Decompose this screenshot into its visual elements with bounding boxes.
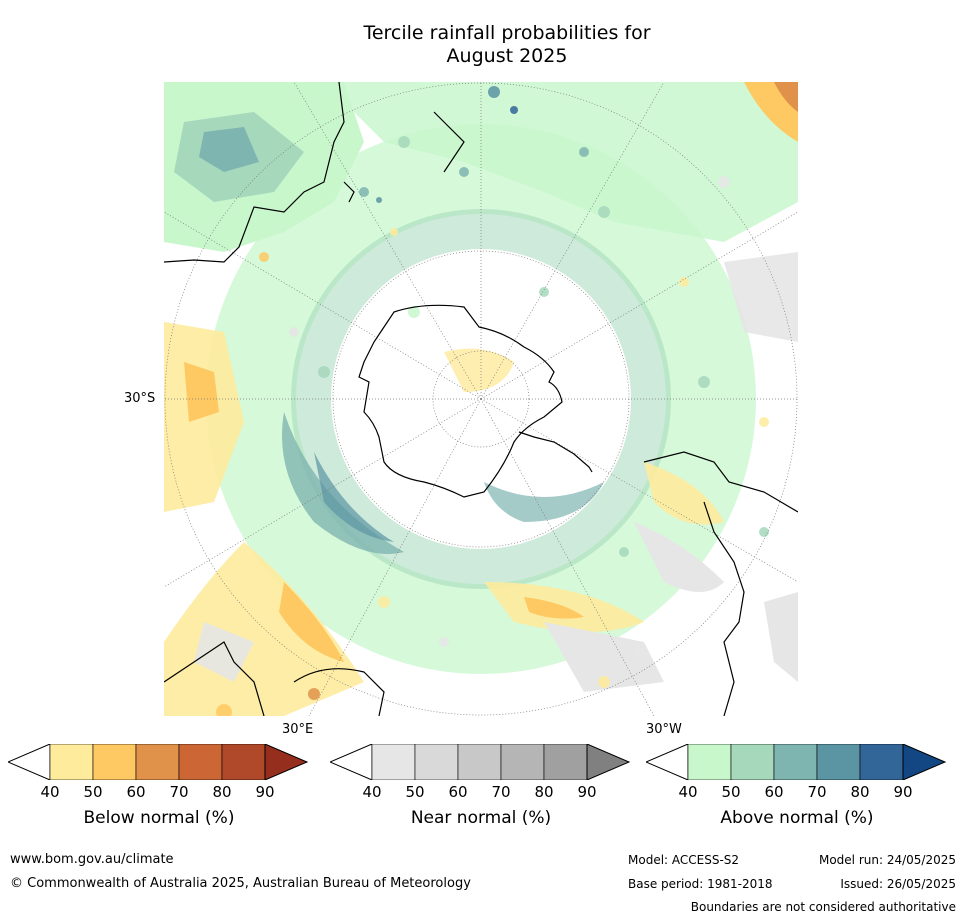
colorbar-segment bbox=[730, 744, 775, 780]
footer-base-period: Base period: 1981-2018 bbox=[628, 877, 773, 891]
colorbar-segment bbox=[816, 744, 861, 780]
latitude-label: 30°S bbox=[124, 391, 156, 406]
footer-model-run: Model run: 24/05/2025 bbox=[818, 853, 956, 867]
colorbar-tick-label: 40 bbox=[40, 783, 60, 801]
colorbar-tick-label: 80 bbox=[212, 783, 232, 801]
colorbar-arrow-high bbox=[902, 744, 947, 780]
colorbar-tick-label: 70 bbox=[807, 783, 827, 801]
colorbar-segment bbox=[49, 744, 94, 780]
colorbar-arrow-high bbox=[264, 744, 309, 780]
footer-model: Model: ACCESS-S2 bbox=[628, 853, 740, 867]
colorbar-tick-label: 60 bbox=[126, 783, 146, 801]
title-line2: August 2025 bbox=[446, 45, 568, 67]
colorbar-tick-label: 60 bbox=[764, 783, 784, 801]
colorbar-tick-label: 60 bbox=[448, 783, 468, 801]
colorbar-segment bbox=[414, 744, 459, 780]
footer-url: www.bom.gov.au/climate bbox=[10, 852, 174, 867]
colorbar-tick-label: 40 bbox=[678, 783, 698, 801]
colorbar-tick-label: 90 bbox=[893, 783, 913, 801]
colorbar-tick-label: 70 bbox=[491, 783, 511, 801]
colorbar-arrow-low bbox=[330, 744, 373, 780]
footer-copyright: © Commonwealth of Australia 2025, Austra… bbox=[10, 876, 471, 891]
colorbar-label-near: Near normal (%) bbox=[410, 808, 552, 828]
colorbar-tick-label: 40 bbox=[362, 783, 382, 801]
colorbar-segment bbox=[500, 744, 545, 780]
colorbar-segment bbox=[859, 744, 904, 780]
title-line1: Tercile rainfall probabilities for bbox=[363, 22, 651, 44]
colorbar-segment bbox=[457, 744, 502, 780]
longitude-label-east: 30°E bbox=[282, 722, 314, 737]
colorbar-tick-label: 70 bbox=[169, 783, 189, 801]
colorbar-tick-label: 90 bbox=[255, 783, 275, 801]
colorbar-label-above: Above normal (%) bbox=[720, 808, 874, 828]
footer-issued: Issued: 26/05/2025 bbox=[840, 877, 956, 891]
colorbar-tick-label: 90 bbox=[577, 783, 597, 801]
colorbar-label-below: Below normal (%) bbox=[83, 808, 235, 828]
colorbar-segment bbox=[773, 744, 818, 780]
longitude-label-west: 30°W bbox=[646, 722, 682, 737]
footer-disclaimer: Boundaries are not considered authoritat… bbox=[690, 900, 956, 914]
map-title: Tercile rainfall probabilities for Augus… bbox=[0, 22, 965, 68]
colorbar-below-normal bbox=[8, 744, 310, 780]
colorbar-segment bbox=[92, 744, 137, 780]
colorbar-arrow-low bbox=[8, 744, 51, 780]
probability-map bbox=[164, 82, 798, 716]
colorbar-arrow-high bbox=[586, 744, 631, 780]
colorbar-segment bbox=[135, 744, 180, 780]
colorbar-tick-label: 50 bbox=[405, 783, 425, 801]
colorbar-above-normal bbox=[646, 744, 948, 780]
map-canvas bbox=[164, 82, 798, 716]
colorbar-tick-label: 80 bbox=[534, 783, 554, 801]
colorbar-segment bbox=[687, 744, 732, 780]
colorbar-tick-label: 50 bbox=[83, 783, 103, 801]
colorbar-segment bbox=[543, 744, 588, 780]
coastlines bbox=[164, 82, 798, 716]
colorbar-tick-label: 80 bbox=[850, 783, 870, 801]
colorbar-arrow-low bbox=[646, 744, 689, 780]
colorbar-segment bbox=[371, 744, 416, 780]
colorbar-segment bbox=[178, 744, 223, 780]
colorbar-tick-label: 50 bbox=[721, 783, 741, 801]
colorbar-segment bbox=[221, 744, 266, 780]
colorbar-near-normal bbox=[330, 744, 632, 780]
region-near-normal bbox=[544, 622, 664, 692]
